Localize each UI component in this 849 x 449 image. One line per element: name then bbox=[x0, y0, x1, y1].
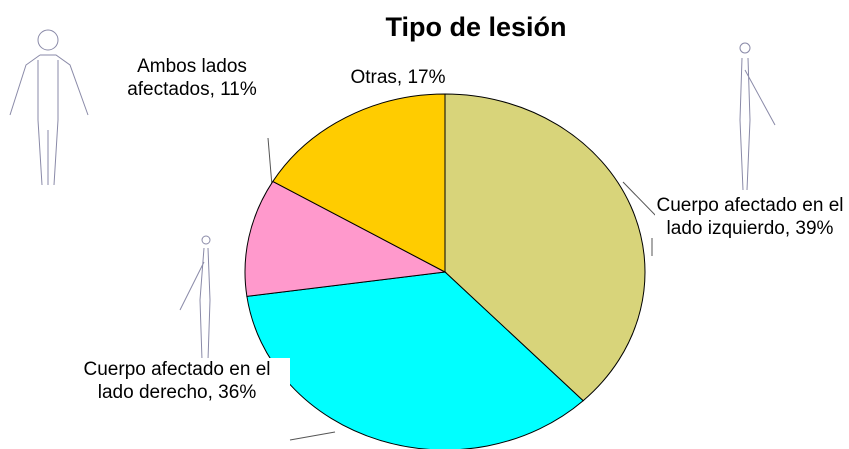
pie-slice bbox=[272, 93, 446, 273]
pie-slice bbox=[444, 93, 646, 402]
pie-slice bbox=[246, 271, 584, 449]
figure-icon bbox=[179, 235, 211, 361]
data-label: Otras, 17% bbox=[318, 66, 478, 89]
leader-lines bbox=[267, 137, 661, 441]
figure-icon bbox=[739, 42, 776, 191]
data-label: Ambos lados afectados, 11% bbox=[112, 55, 272, 101]
data-label: Cuerpo afectado en el lado derecho, 36% bbox=[64, 358, 290, 404]
figure-icon bbox=[9, 29, 89, 186]
pie-slice bbox=[244, 180, 447, 297]
chart-title: Tipo de lesión bbox=[385, 12, 567, 42]
data-label: Cuerpo afectado en el lado izquierdo, 39… bbox=[655, 194, 845, 240]
